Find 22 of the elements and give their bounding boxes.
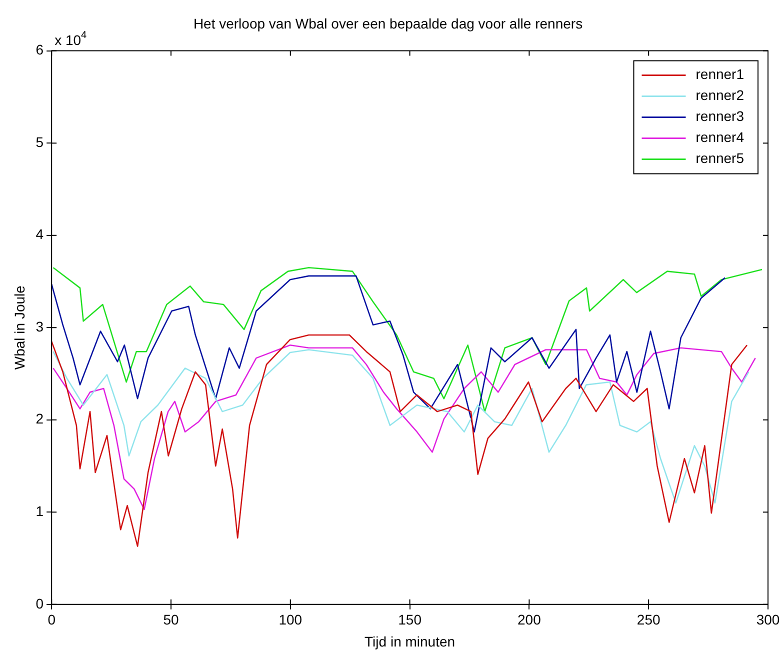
x-tick-label: 150 xyxy=(398,612,422,628)
legend-label: renner5 xyxy=(696,150,744,166)
y-tick-label: 4 xyxy=(36,226,44,242)
x-tick-label: 0 xyxy=(48,612,56,628)
y-tick-label: 3 xyxy=(36,318,44,334)
legend-label: renner3 xyxy=(696,108,744,124)
y-axis-title: Wbal in Joule xyxy=(11,285,28,370)
x-tick-label: 300 xyxy=(756,612,780,628)
y-tick-label: 6 xyxy=(36,42,44,58)
x-tick-label: 250 xyxy=(636,612,660,628)
chart-title: Het verloop van Wbal over een bepaalde dag voor alle renners xyxy=(193,15,583,32)
x-axis-title: Tijd in minuten xyxy=(364,633,456,650)
y-tick-label: 5 xyxy=(36,134,44,150)
legend-label: renner1 xyxy=(696,66,744,82)
x-tick-label: 200 xyxy=(518,612,542,628)
x-tick-label: 100 xyxy=(278,612,302,628)
y-tick-label: 2 xyxy=(36,410,44,427)
y-tick-label: 0 xyxy=(36,595,44,612)
legend-label: renner2 xyxy=(696,87,744,104)
x-tick-label: 50 xyxy=(163,612,179,628)
y-tick-label: 1 xyxy=(36,502,44,519)
legend-label: renner4 xyxy=(696,129,744,146)
